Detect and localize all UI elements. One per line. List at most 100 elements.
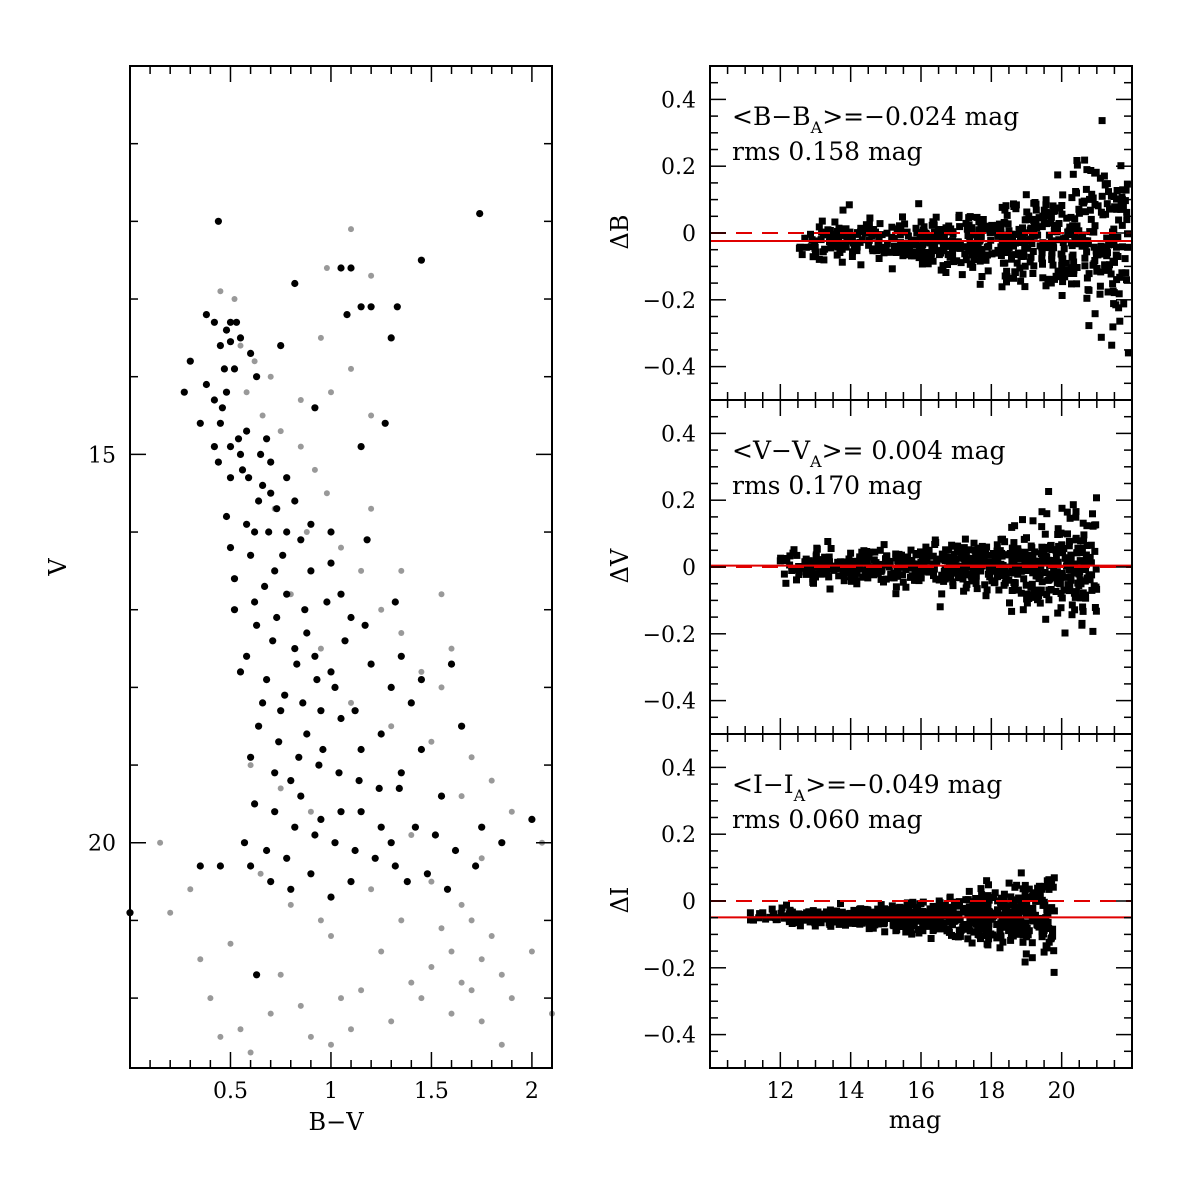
- residual-point: [848, 577, 855, 585]
- residual-point: [862, 567, 870, 575]
- delta-i-ticks: 0.4 0.2 0 −0.2 −0.4 12 14 16 18 20: [643, 734, 1132, 1104]
- residual-point: [1077, 549, 1085, 557]
- residual-point: [1070, 270, 1078, 277]
- residual-y-tick-label: 0.4: [661, 422, 696, 447]
- cmd-black-point: [267, 458, 275, 466]
- residual-point: [1066, 566, 1073, 574]
- cmd-black-point: [267, 878, 275, 886]
- residual-point: [971, 904, 979, 912]
- cmd-grey-point: [448, 948, 455, 955]
- residual-point: [912, 574, 920, 582]
- residual-point: [1091, 222, 1099, 230]
- cmd-black-point: [293, 660, 301, 668]
- cmd-black-point: [331, 839, 339, 847]
- cmd-grey-point: [348, 699, 354, 706]
- residual-point: [821, 558, 829, 566]
- residual-point: [909, 909, 917, 916]
- cmd-grey-point: [378, 606, 385, 613]
- residual-point: [1058, 202, 1066, 209]
- residual-point: [1044, 545, 1052, 553]
- residual-point: [930, 242, 938, 250]
- residual-point: [1019, 516, 1026, 524]
- residual-point: [815, 223, 823, 231]
- residual-point: [990, 567, 998, 575]
- residual-point: [845, 555, 853, 563]
- residual-point: [1086, 206, 1094, 214]
- cmd-black-point: [313, 676, 321, 684]
- residual-point: [945, 925, 953, 933]
- residual-point: [830, 916, 838, 924]
- cmd-black-point: [243, 520, 251, 528]
- residual-point: [1039, 901, 1047, 909]
- residual-point: [929, 927, 937, 935]
- delta-b-ticks: 0.4 0.2 0 −0.2 −0.4: [643, 66, 1132, 400]
- residual-point: [945, 918, 953, 925]
- residual-point: [1073, 161, 1081, 169]
- residual-point: [977, 251, 985, 259]
- residual-point: [1065, 537, 1073, 545]
- residual-point: [894, 570, 901, 578]
- residual-point: [1019, 549, 1027, 557]
- cmd-black-point: [283, 528, 291, 536]
- residual-point: [780, 570, 788, 578]
- cmd-black-point: [377, 823, 385, 831]
- residual-point: [1051, 572, 1059, 580]
- residual-point: [1090, 260, 1098, 268]
- residual-point: [1001, 272, 1009, 280]
- residual-point: [847, 910, 855, 918]
- residual-point: [1059, 191, 1067, 199]
- residual-point: [966, 260, 974, 268]
- residual-point: [1010, 274, 1017, 282]
- residual-point: [873, 911, 881, 919]
- residual-point: [1047, 213, 1055, 221]
- residual-point: [845, 201, 853, 209]
- residual-y-tick-label: 0: [682, 222, 696, 247]
- residual-point: [960, 548, 968, 556]
- cmd-black-point: [343, 311, 351, 319]
- residual-point: [886, 248, 894, 256]
- residual-point: [926, 233, 934, 241]
- residual-point: [1089, 627, 1097, 635]
- residual-point: [869, 920, 877, 928]
- residual-point: [1044, 275, 1052, 283]
- cmd-black-point: [283, 854, 291, 862]
- residual-point: [975, 916, 983, 924]
- residual-point: [856, 238, 864, 246]
- residual-point: [981, 225, 989, 233]
- residual-point: [1081, 560, 1089, 568]
- residual-point: [917, 218, 925, 226]
- residual-point: [981, 581, 989, 589]
- residual-point: [997, 223, 1005, 231]
- cmd-black-point: [255, 497, 263, 505]
- residual-point: [875, 234, 883, 242]
- delta-b-mean-annotation: <B−BA>=−0.024 mag: [732, 102, 1019, 137]
- residual-point: [1090, 582, 1098, 590]
- residual-point: [1028, 582, 1036, 590]
- cmd-black-point: [247, 349, 255, 357]
- residual-point: [972, 920, 980, 928]
- residual-point: [1094, 202, 1102, 210]
- residual-point: [949, 582, 957, 590]
- residual-point: [922, 249, 930, 256]
- residual-point: [980, 547, 988, 555]
- cmd-grey-point: [317, 334, 324, 341]
- cmd-panel: 0.5 1 1.5 2 15 20 B−V V: [44, 65, 555, 1136]
- residual-point: [1114, 234, 1122, 241]
- residual-point: [1023, 599, 1031, 607]
- residual-point: [859, 910, 866, 918]
- residual-point: [878, 231, 886, 239]
- residual-point: [1054, 267, 1062, 275]
- cmd-black-point: [417, 256, 425, 264]
- residual-point: [1092, 565, 1100, 573]
- residual-point: [1089, 510, 1096, 518]
- cmd-grey-point: [247, 1049, 254, 1056]
- residual-point: [956, 240, 964, 248]
- residual-point: [898, 923, 906, 930]
- residual-point: [1047, 586, 1055, 593]
- residual-point: [1082, 566, 1089, 573]
- cmd-black-point: [236, 334, 245, 342]
- cmd-grey-point: [257, 870, 264, 877]
- residual-point: [949, 560, 957, 568]
- cmd-black-point: [403, 878, 411, 886]
- residual-point: [1042, 196, 1050, 204]
